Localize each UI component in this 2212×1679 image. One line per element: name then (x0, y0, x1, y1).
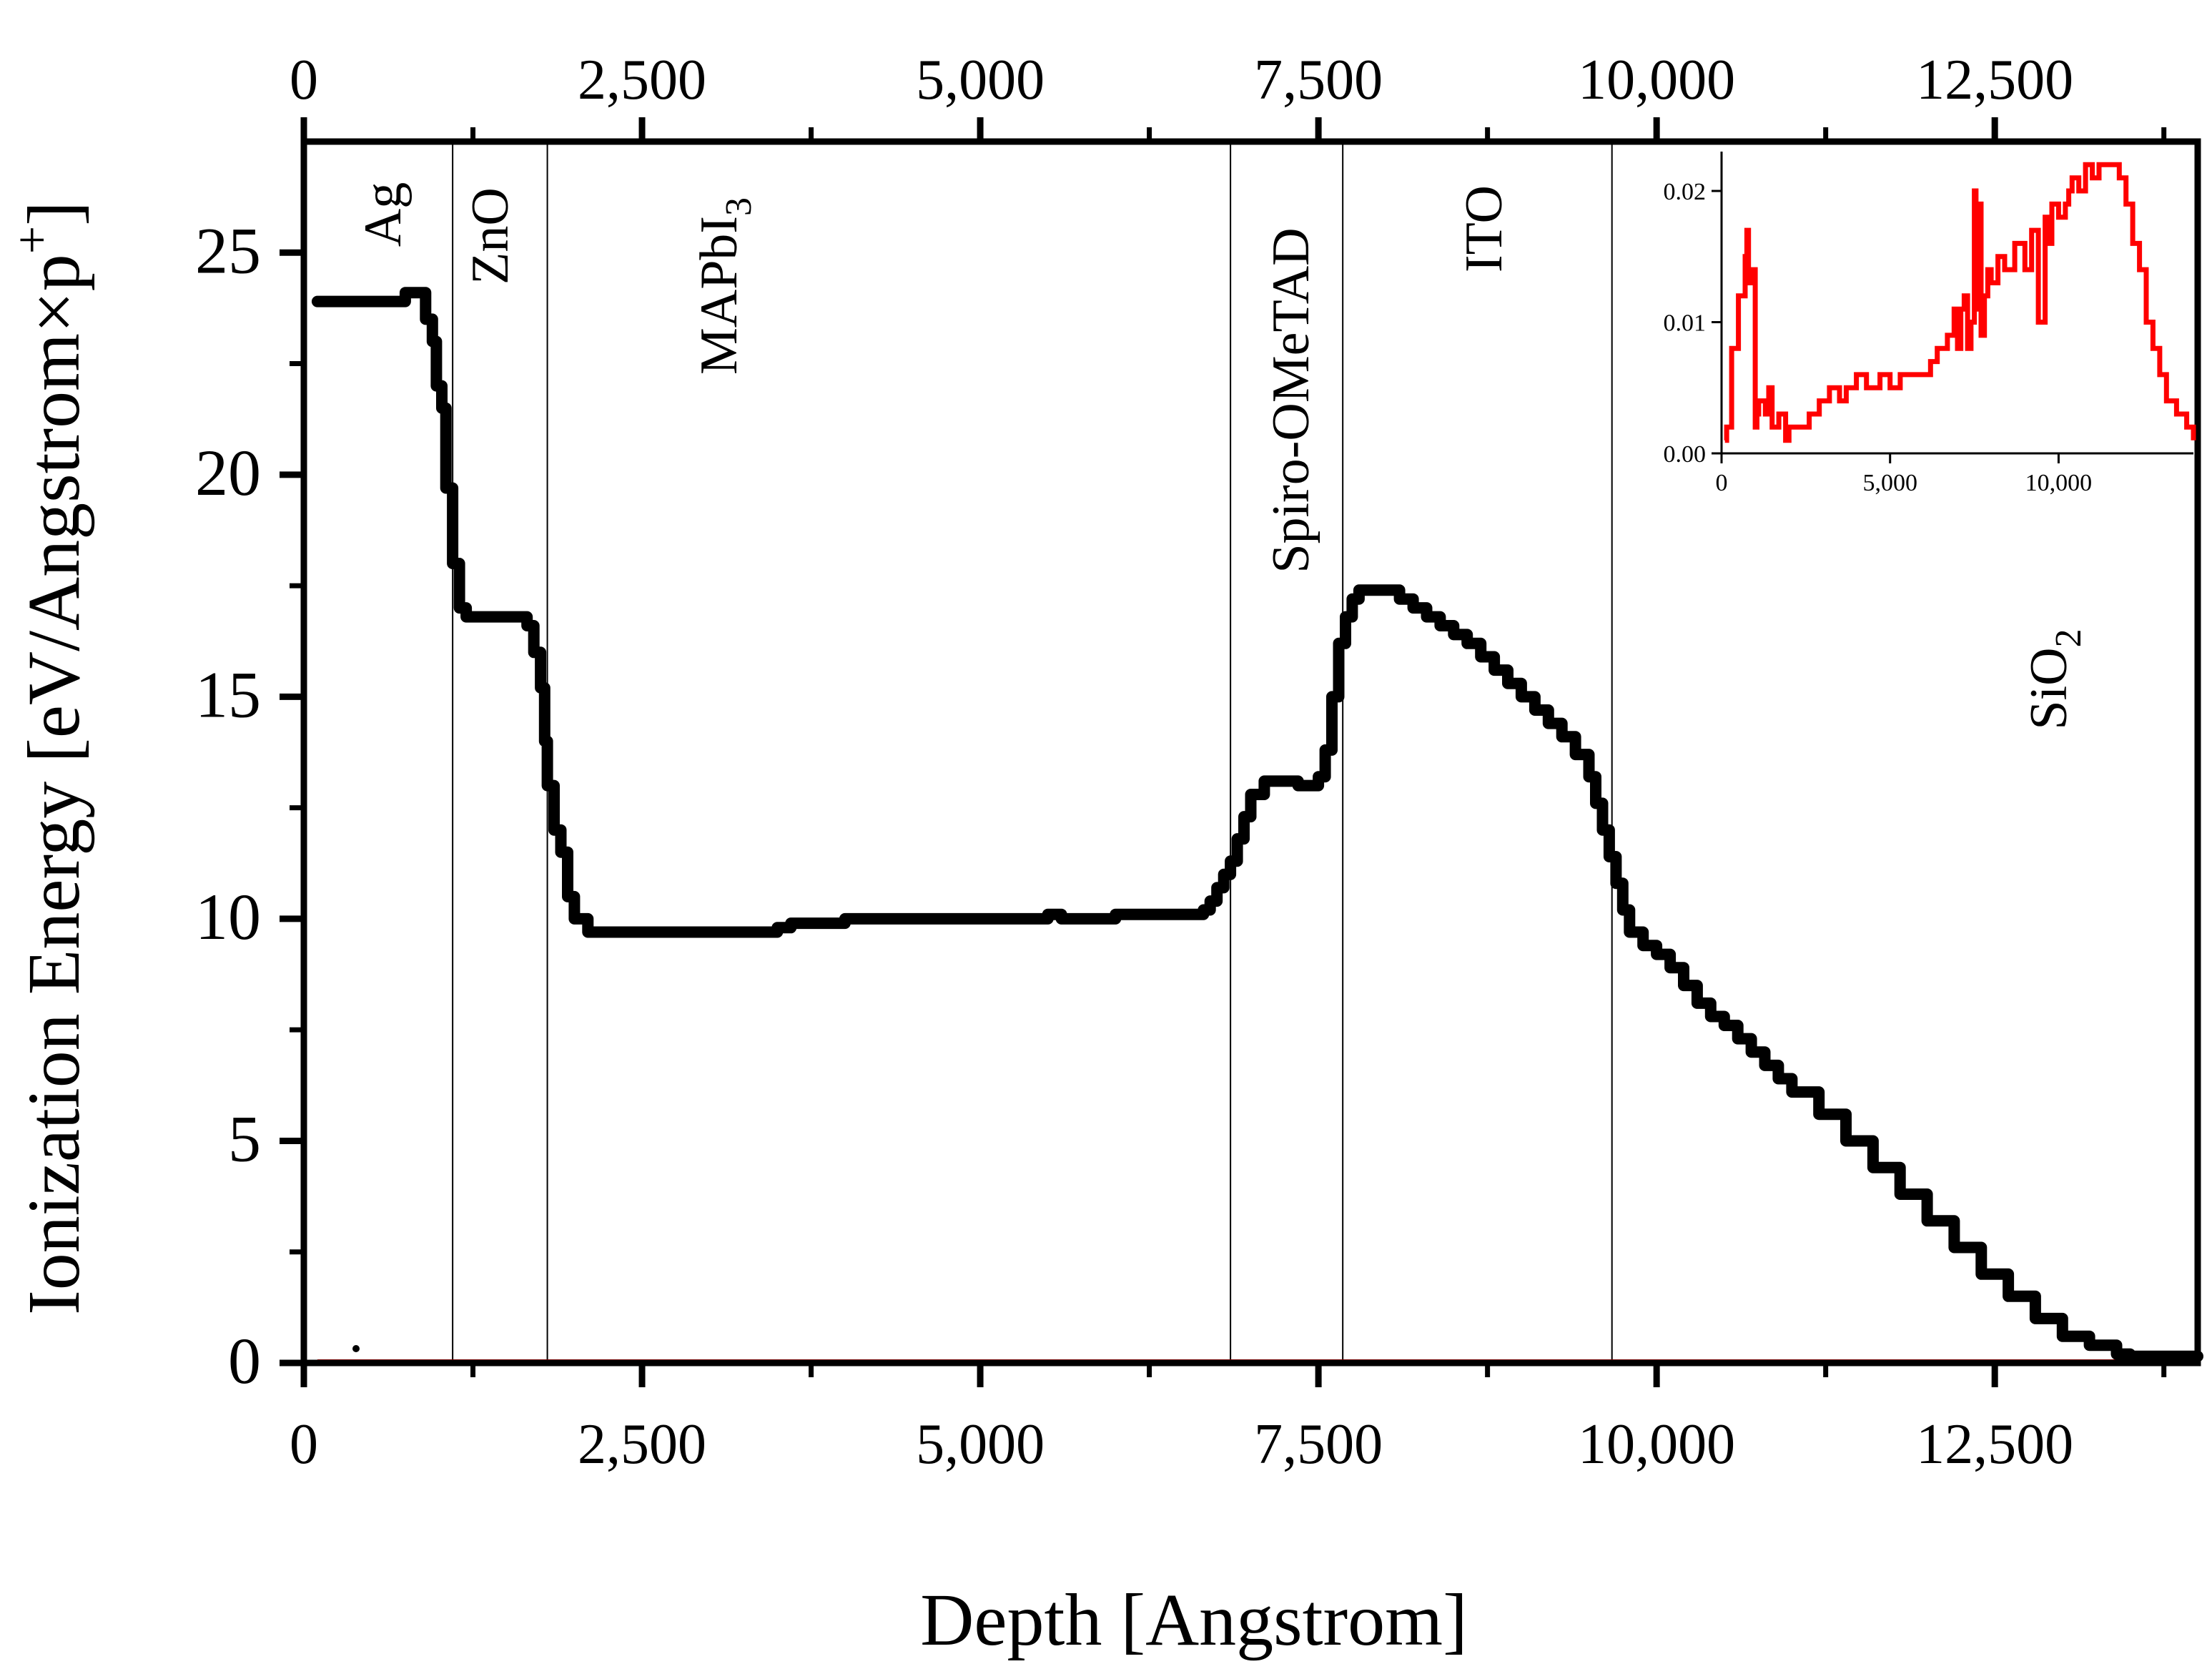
layer-label-name: ITO (1455, 185, 1514, 272)
inset-x-tick-label: 5,000 (1862, 470, 1917, 496)
x-tick-label-top: 0 (290, 49, 318, 112)
x-tick-label-top: 5,000 (916, 49, 1045, 112)
layer-label-name: SiO (2020, 647, 2078, 729)
layer-label-subscript: 2 (2048, 629, 2089, 647)
y-axis-label-main: Ionization Energy [eV/Angstrom×p (13, 254, 95, 1315)
inset-y-tick-label: 0.00 (1664, 441, 1707, 468)
inset-y-tick-label: 0.01 (1664, 310, 1707, 337)
layer-labels: Ag ZnO MAPbI3 Spiro-OMeTAD ITO SiO2 (354, 182, 2089, 730)
y-tick-label: 0 (228, 1324, 261, 1397)
x-tick-label-top: 10,000 (1578, 49, 1735, 112)
inset-y-tick-label: 0.02 (1664, 179, 1707, 205)
layer-label-name: MAPbI (690, 216, 749, 375)
x-axis-label: Depth [Angstrom] (920, 1579, 1467, 1661)
y-tick-label: 25 (195, 214, 261, 287)
x-tick-label-bottom: 7,500 (1254, 1413, 1383, 1476)
y-tick-label: 15 (195, 658, 261, 731)
layer-label-name: Ag (354, 182, 413, 247)
layer-label-name: Spiro-OMeTAD (1262, 227, 1320, 573)
y-axis-label-superscript: + (5, 226, 60, 254)
layer-label-4: ITO (1455, 185, 1514, 272)
x-tick-label-bottom: 5,000 (916, 1413, 1045, 1476)
plot-frame (300, 138, 2201, 1367)
y-tick-label: 20 (195, 436, 261, 509)
layer-label-5: SiO2 (2020, 629, 2089, 729)
layer-label-subscript: 3 (719, 197, 759, 216)
inset-x-tick-label: 10,000 (2025, 470, 2093, 496)
layer-label-0: Ag (354, 182, 413, 247)
x-tick-label-top: 2,500 (578, 49, 706, 112)
y-tick-label: 10 (195, 880, 261, 953)
x-tick-label-bottom: 2,500 (578, 1413, 706, 1476)
inset-x-tick-label: 0 (1716, 470, 1728, 496)
main-series-line (311, 287, 2203, 1362)
layer-label-3: Spiro-OMeTAD (1262, 227, 1320, 573)
layer-label-2: MAPbI3 (690, 197, 759, 375)
layer-label-name: ZnO (461, 187, 520, 285)
x-tick-label-bottom: 0 (290, 1413, 318, 1476)
x-tick-label-top: 7,500 (1254, 49, 1383, 112)
layer-label-1: ZnO (461, 187, 520, 285)
y-axis-label: Ionization Energy [eV/Angstrom×p+] (5, 201, 95, 1315)
x-tick-label-top: 12,500 (1916, 49, 2073, 112)
inset-series-line (1724, 162, 2196, 443)
y-tick-label: 5 (228, 1102, 261, 1175)
axes: 002,5002,5005,0005,0007,5007,50010,00010… (195, 49, 2201, 1476)
layer-boundaries (452, 142, 1613, 1363)
inset-chart: 0.00 0.01 0.02 0 5,000 10,000 (1664, 152, 2196, 496)
stray-point (352, 1345, 360, 1352)
x-tick-label-bottom: 12,500 (1916, 1413, 2073, 1476)
y-axis-label-close: ] (13, 201, 95, 226)
x-tick-label-bottom: 10,000 (1578, 1413, 1735, 1476)
